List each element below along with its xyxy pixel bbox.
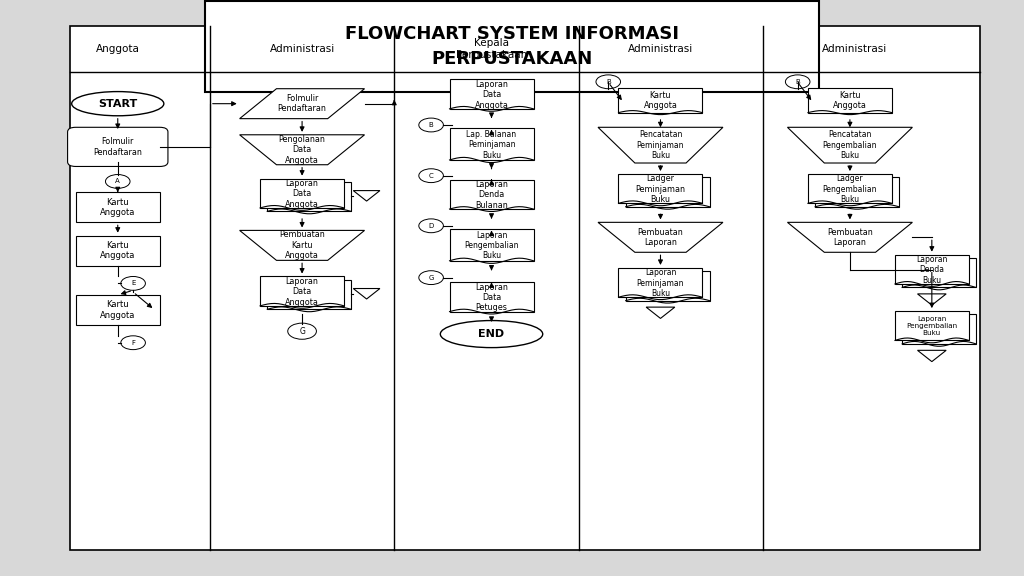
Text: B: B xyxy=(796,79,800,85)
Text: Laporan
Peminjaman
Buku: Laporan Peminjaman Buku xyxy=(637,268,684,298)
Text: C: C xyxy=(429,173,433,179)
FancyBboxPatch shape xyxy=(626,271,710,301)
Text: Ladger
Peminjaman
Buku: Ladger Peminjaman Buku xyxy=(636,175,685,204)
Text: Kartu
Anggota: Kartu Anggota xyxy=(100,241,135,260)
FancyBboxPatch shape xyxy=(205,1,819,92)
Text: Anggota: Anggota xyxy=(96,44,139,54)
Text: Laporan
Data
Petuges: Laporan Data Petuges xyxy=(475,283,508,312)
Polygon shape xyxy=(787,222,912,252)
Text: Laporan
Pengembalian
Buku: Laporan Pengembalian Buku xyxy=(464,230,519,260)
Text: END: END xyxy=(478,329,505,339)
Circle shape xyxy=(105,175,130,188)
FancyBboxPatch shape xyxy=(808,88,892,113)
FancyBboxPatch shape xyxy=(260,179,344,208)
Text: D: D xyxy=(428,223,434,229)
Circle shape xyxy=(419,219,443,233)
Circle shape xyxy=(419,271,443,285)
Text: A: A xyxy=(116,179,120,184)
Polygon shape xyxy=(240,89,365,119)
Text: B: B xyxy=(606,79,610,85)
FancyBboxPatch shape xyxy=(450,282,534,312)
Ellipse shape xyxy=(440,320,543,348)
FancyBboxPatch shape xyxy=(450,180,534,209)
FancyBboxPatch shape xyxy=(450,229,534,261)
Circle shape xyxy=(121,276,145,290)
Text: Ladger
Pengembalian
Buku: Ladger Pengembalian Buku xyxy=(822,175,878,204)
Text: G: G xyxy=(428,275,434,281)
Polygon shape xyxy=(598,127,723,163)
FancyBboxPatch shape xyxy=(70,26,980,550)
Text: Folmulir
Pendaftaran: Folmulir Pendaftaran xyxy=(278,94,327,113)
Polygon shape xyxy=(646,307,675,319)
Text: Pembuatan
Laporan: Pembuatan Laporan xyxy=(827,228,872,247)
Text: Kartu
Anggota: Kartu Anggota xyxy=(100,300,135,320)
Text: Pembuatan
Kartu
Anggota: Pembuatan Kartu Anggota xyxy=(280,230,325,260)
Polygon shape xyxy=(353,289,380,299)
FancyBboxPatch shape xyxy=(267,280,351,309)
FancyBboxPatch shape xyxy=(450,79,534,109)
FancyBboxPatch shape xyxy=(895,311,969,340)
Text: Laporan
Data
Anggota: Laporan Data Anggota xyxy=(285,277,319,306)
FancyBboxPatch shape xyxy=(450,128,534,160)
Text: G: G xyxy=(299,327,305,336)
Text: Kartu
Anggota: Kartu Anggota xyxy=(100,198,135,217)
Text: Administrasi: Administrasi xyxy=(269,44,335,54)
FancyBboxPatch shape xyxy=(267,182,351,211)
Text: Laporan
Denda
Buku: Laporan Denda Buku xyxy=(916,255,947,285)
Text: Laporan
Pengembalian
Buku: Laporan Pengembalian Buku xyxy=(906,316,957,336)
Polygon shape xyxy=(787,127,912,163)
FancyBboxPatch shape xyxy=(618,174,702,203)
Polygon shape xyxy=(918,350,946,362)
Circle shape xyxy=(288,323,316,339)
Text: B: B xyxy=(429,122,433,128)
Text: Administrasi: Administrasi xyxy=(628,44,693,54)
FancyBboxPatch shape xyxy=(76,295,160,325)
Circle shape xyxy=(596,75,621,89)
Text: Kartu
Anggota: Kartu Anggota xyxy=(643,91,678,111)
Circle shape xyxy=(121,336,145,350)
Text: Folmulir
Pendaftaran: Folmulir Pendaftaran xyxy=(93,137,142,157)
Text: Pengolanan
Data
Anggota: Pengolanan Data Anggota xyxy=(279,135,326,165)
FancyBboxPatch shape xyxy=(618,268,702,297)
Text: Kepala
Perpustakaan: Kepala Perpustakaan xyxy=(456,38,527,60)
FancyBboxPatch shape xyxy=(76,236,160,266)
Polygon shape xyxy=(240,135,365,165)
Text: Lap. Bulanan
Peminjaman
Buku: Lap. Bulanan Peminjaman Buku xyxy=(467,130,516,160)
FancyBboxPatch shape xyxy=(902,258,976,287)
Text: E: E xyxy=(131,281,135,286)
Circle shape xyxy=(419,169,443,183)
FancyBboxPatch shape xyxy=(808,174,892,203)
Text: Laporan
Data
Anggota: Laporan Data Anggota xyxy=(474,80,509,109)
Text: F: F xyxy=(131,340,135,346)
FancyBboxPatch shape xyxy=(76,192,160,222)
Text: Administrasi: Administrasi xyxy=(822,44,888,54)
Ellipse shape xyxy=(72,92,164,116)
Polygon shape xyxy=(353,191,380,201)
FancyBboxPatch shape xyxy=(626,177,710,207)
FancyBboxPatch shape xyxy=(895,255,969,284)
Text: Kartu
Anggota: Kartu Anggota xyxy=(833,91,867,111)
Polygon shape xyxy=(918,294,946,305)
Circle shape xyxy=(419,118,443,132)
Text: Pembuatan
Laporan: Pembuatan Laporan xyxy=(638,228,683,247)
FancyBboxPatch shape xyxy=(68,127,168,166)
FancyBboxPatch shape xyxy=(618,88,702,113)
Polygon shape xyxy=(240,230,365,260)
Text: Laporan
Data
Anggota: Laporan Data Anggota xyxy=(285,179,319,209)
FancyBboxPatch shape xyxy=(815,177,899,207)
FancyBboxPatch shape xyxy=(902,314,976,344)
Text: Pencatatan
Pengembalian
Buku: Pencatatan Pengembalian Buku xyxy=(822,130,878,160)
Text: Pencatatan
Peminjaman
Buku: Pencatatan Peminjaman Buku xyxy=(637,130,684,160)
Text: FLOWCHART SYSTEM INFORMASI
PERPUSTAKAAN: FLOWCHART SYSTEM INFORMASI PERPUSTAKAAN xyxy=(345,25,679,68)
Text: START: START xyxy=(98,98,137,109)
FancyBboxPatch shape xyxy=(260,276,344,306)
Text: Laporan
Denda
Bulanan: Laporan Denda Bulanan xyxy=(475,180,508,210)
Polygon shape xyxy=(598,222,723,252)
Circle shape xyxy=(785,75,810,89)
